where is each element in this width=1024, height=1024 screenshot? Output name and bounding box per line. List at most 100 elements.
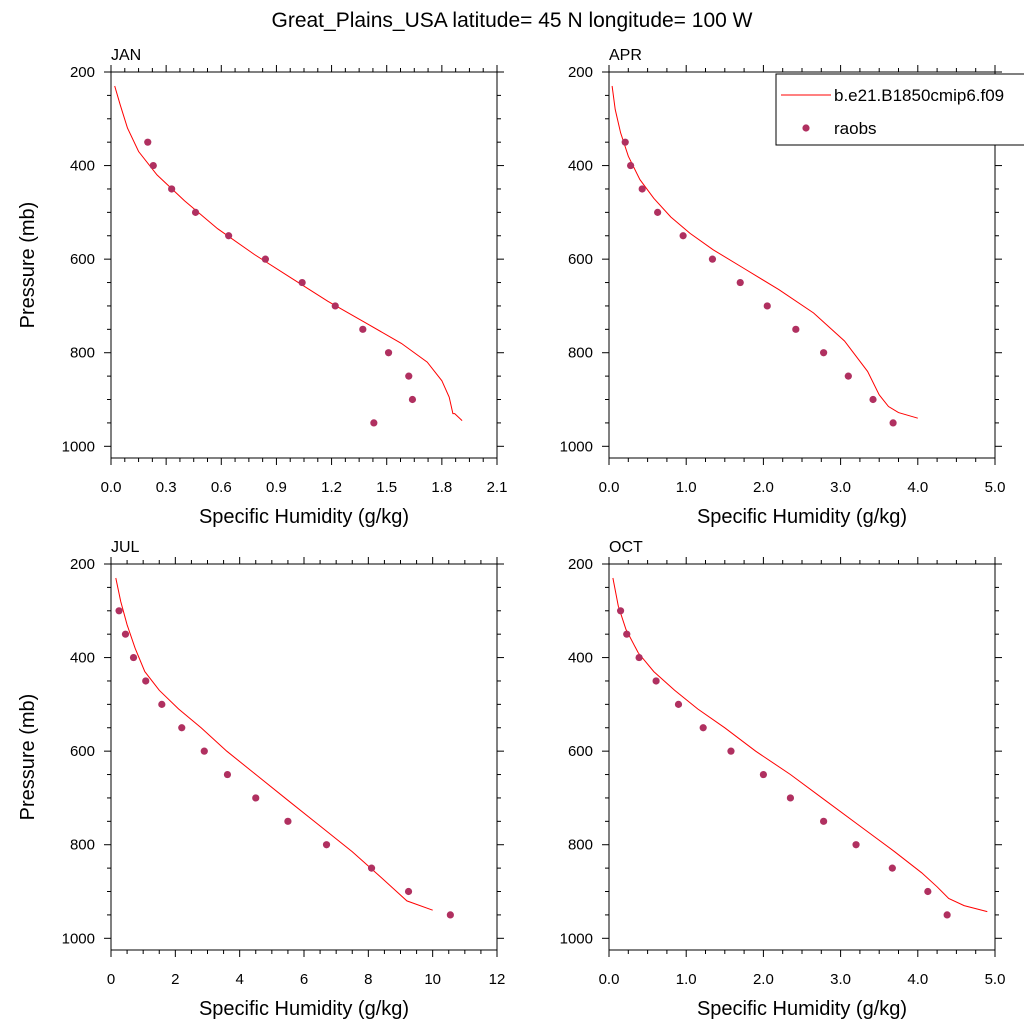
x-tick-label: 0.0	[599, 971, 620, 988]
y-tick-label: 1000	[62, 930, 95, 947]
raobs-point	[727, 747, 735, 755]
x-tick-label: 12	[489, 971, 506, 988]
raobs-point	[359, 325, 367, 333]
model-profile-line	[115, 577, 433, 911]
raobs-point	[149, 161, 157, 170]
legend-obs-marker	[802, 124, 810, 132]
x-tick-label: 8	[364, 971, 372, 988]
raobs-point	[889, 419, 897, 427]
raobs-point	[191, 208, 200, 216]
panel-label-jan: JAN	[111, 47, 141, 64]
raobs-point	[943, 911, 951, 919]
raobs-point	[225, 232, 233, 240]
plot-frame	[110, 563, 498, 951]
x-tick-label: 1.0	[676, 971, 697, 988]
y-tick-label: 200	[70, 64, 95, 81]
model-profile-line	[611, 85, 918, 419]
x-tick-label: 1.2	[321, 479, 342, 496]
model-profile-line	[114, 85, 463, 421]
x-tick-label: 10	[424, 971, 441, 988]
raobs-point	[322, 841, 331, 849]
x-tick-label: 2	[171, 971, 179, 988]
raobs-point	[635, 653, 643, 662]
y-tick-label: 600	[70, 251, 95, 268]
legend-box	[775, 73, 1024, 146]
raobs-point	[370, 419, 378, 427]
x-tick-label: 5.0	[985, 479, 1006, 496]
legend: b.e21.B1850cmip6.f09 raobs	[775, 73, 1024, 146]
y-tick-label: 1000	[62, 438, 95, 455]
raobs-point	[158, 700, 166, 708]
panel-jan: JAN Specific Humidity (g/kg) Pressure (m…	[17, 47, 507, 528]
x-axis-title: Specific Humidity (g/kg)	[697, 998, 907, 1020]
x-tick-label: 0.6	[211, 479, 232, 496]
legend-obs-label: raobs	[834, 119, 877, 138]
x-tick-label: 0.0	[101, 479, 122, 496]
raobs-point	[654, 208, 662, 216]
raobs-point	[121, 630, 130, 638]
raobs-point	[200, 747, 208, 755]
y-tick-label: 400	[568, 650, 593, 667]
y-tick-label: 1000	[560, 930, 593, 947]
panel-label-oct: OCT	[609, 539, 643, 556]
x-tick-label: 6	[300, 971, 308, 988]
raobs-point	[888, 864, 896, 872]
panel-label-jul: JUL	[111, 539, 140, 556]
x-tick-label: 4.0	[907, 479, 928, 496]
y-tick-label: 200	[568, 556, 593, 573]
y-tick-label: 600	[568, 251, 593, 268]
raobs-point	[331, 302, 339, 310]
y-tick-label: 200	[568, 64, 593, 81]
raobs-point	[844, 372, 852, 380]
y-tick-label: 400	[568, 158, 593, 175]
x-tick-label: 1.8	[431, 479, 452, 496]
x-axis-title: Specific Humidity (g/kg)	[697, 506, 907, 528]
y-tick-label: 800	[568, 345, 593, 362]
raobs-point	[252, 794, 260, 802]
raobs-point	[820, 349, 828, 357]
raobs-point	[405, 372, 413, 380]
x-tick-label: 3.0	[830, 479, 851, 496]
y-tick-label: 600	[568, 743, 593, 760]
x-tick-label: 4	[235, 971, 243, 988]
y-tick-label: 400	[70, 158, 95, 175]
raobs-point	[623, 630, 631, 638]
raobs-point	[679, 232, 687, 240]
raobs-point	[869, 395, 877, 404]
x-tick-label: 4.0	[907, 971, 928, 988]
raobs-point	[142, 677, 150, 685]
raobs-point	[674, 700, 683, 708]
raobs-point	[298, 278, 306, 287]
x-tick-label: 0	[107, 971, 115, 988]
x-tick-label: 2.0	[753, 479, 774, 496]
y-axis-title: Pressure (mb)	[17, 694, 39, 821]
raobs-point	[786, 794, 795, 802]
panel-jul: JUL Specific Humidity (g/kg) Pressure (m…	[17, 539, 505, 1020]
y-axis-title: Pressure (mb)	[17, 202, 39, 329]
raobs-point	[129, 653, 138, 662]
y-tick-label: 1000	[560, 438, 593, 455]
plot-frame	[110, 71, 498, 459]
raobs-point	[759, 770, 768, 779]
y-tick-label: 800	[70, 837, 95, 854]
panel-label-apr: APR	[609, 47, 642, 64]
raobs-point	[284, 817, 292, 825]
x-tick-label: 2.0	[753, 971, 774, 988]
raobs-point	[616, 607, 625, 615]
raobs-point	[223, 770, 232, 779]
figure-title: Great_Plains_USA latitude= 45 N longitud…	[272, 9, 753, 32]
raobs-point	[621, 138, 629, 146]
y-tick-label: 400	[70, 650, 95, 667]
legend-model-label: b.e21.B1850cmip6.f09	[834, 86, 1004, 105]
y-tick-label: 800	[70, 345, 95, 362]
raobs-point	[820, 817, 828, 825]
x-tick-label: 3.0	[830, 971, 851, 988]
x-axis-title: Specific Humidity (g/kg)	[199, 998, 409, 1020]
raobs-point	[792, 325, 800, 333]
raobs-point	[627, 161, 635, 170]
raobs-point	[652, 677, 660, 685]
raobs-point	[408, 395, 417, 404]
y-tick-label: 800	[568, 837, 593, 854]
raobs-point	[168, 185, 176, 193]
raobs-point	[852, 841, 860, 849]
